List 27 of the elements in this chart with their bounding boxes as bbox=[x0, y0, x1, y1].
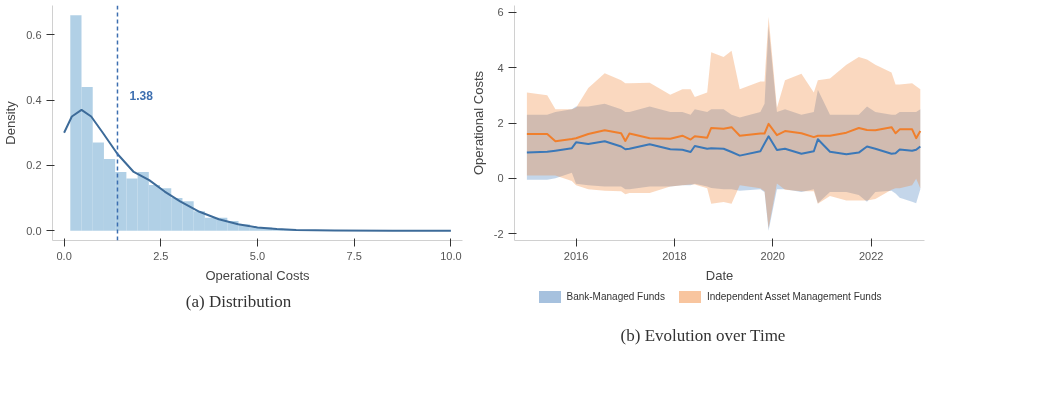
x-tick-label: 2018 bbox=[662, 249, 687, 262]
x-tick-label: 5.0 bbox=[249, 249, 266, 262]
text: (b) Evolution over Time bbox=[620, 325, 786, 347]
x-tick-label: 0.0 bbox=[56, 249, 72, 262]
ref-line-label: 1.38 bbox=[129, 88, 154, 103]
x-tick-label: 2016 bbox=[563, 249, 589, 262]
x-tick-label: 2022 bbox=[858, 249, 884, 262]
legend-label: Independent Asset Management Funds bbox=[706, 291, 882, 303]
y-tick-label: 0 bbox=[497, 172, 504, 185]
y-tick-label: 6 bbox=[497, 6, 504, 19]
y-tick-label: 0.6 bbox=[26, 28, 42, 41]
x-tick-label: 2020 bbox=[760, 249, 785, 262]
legend-label: Bank-Managed Funds bbox=[566, 291, 665, 303]
y-tick-label: 0.2 bbox=[26, 159, 42, 172]
y-tick-label: 0.0 bbox=[26, 224, 42, 237]
x-tick-label: 2.5 bbox=[153, 249, 169, 262]
y-tick-label: 0.4 bbox=[26, 94, 42, 107]
text: (a) Distribution bbox=[185, 291, 292, 313]
y-tick-label: -2 bbox=[493, 227, 504, 240]
x-tick-label: 7.5 bbox=[346, 249, 362, 262]
y-axis-title: Operational Costs bbox=[470, 70, 486, 176]
y-axis-title: Density bbox=[3, 100, 19, 145]
y-tick-label: 2 bbox=[497, 117, 504, 129]
x-axis-title: Date bbox=[705, 267, 734, 283]
y-tick-label: 4 bbox=[497, 61, 504, 74]
x-tick-label: 10.0 bbox=[440, 249, 462, 262]
x-axis-title: Operational Costs bbox=[205, 267, 311, 283]
